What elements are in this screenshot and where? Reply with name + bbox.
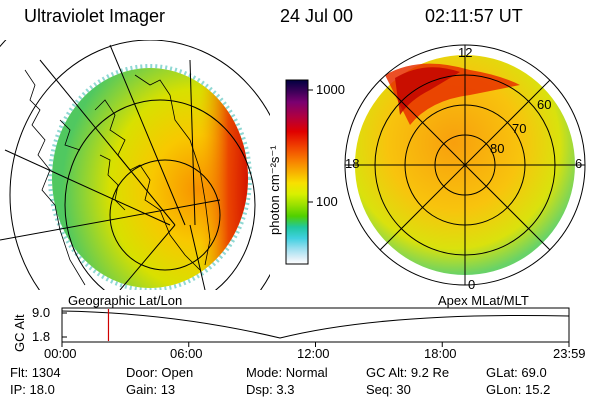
colorbar-label-100: 100 <box>316 194 338 209</box>
dayside-aurora-core <box>395 67 460 115</box>
mlt-label-12: 12 <box>458 45 473 60</box>
observation-time: 02:11:57 UT <box>425 6 523 26</box>
altitude-plot-frame <box>61 307 570 343</box>
info-ip: IP: 18.0 <box>10 382 55 397</box>
left-panel-caption: Geographic Lat/Lon <box>68 293 183 308</box>
lat-lon-grid <box>0 40 270 290</box>
info-seq: Seq: 30 <box>366 382 411 397</box>
colorbar-units: photon cm⁻²s⁻¹ <box>267 145 282 235</box>
info-glon: GLon: 15.2 <box>486 382 551 397</box>
coastlines <box>24 69 211 286</box>
xtick-2359: 23:59 <box>553 346 586 361</box>
right-panel-caption: Apex MLat/MLT <box>438 293 529 308</box>
info-dsp: Dsp: 3.3 <box>246 382 295 397</box>
altitude-ytick-1-8: 1.8 <box>32 329 51 344</box>
xtick-0600: 06:00 <box>170 346 203 361</box>
mlt-label-18: 18 <box>345 156 360 171</box>
info-gain: Gain: 13 <box>126 382 176 397</box>
altitude-plot <box>61 307 570 347</box>
mlat-label-70: 70 <box>512 121 527 136</box>
info-flt: Flt: 1304 <box>10 365 61 380</box>
altitude-ylabel: GC Alt <box>12 314 27 352</box>
colorbar-label-1000: 1000 <box>316 82 345 97</box>
info-door: Door: Open <box>126 365 194 380</box>
colorbar <box>285 79 313 265</box>
xtick-0000: 00:00 <box>44 346 77 361</box>
xtick-1200: 12:00 <box>297 346 330 361</box>
altitude-plot-yticks <box>62 312 67 338</box>
altitude-ytick-9: 9.0 <box>32 305 51 320</box>
info-glat: GLat: 69.0 <box>486 365 547 380</box>
mlat-label-80: 80 <box>490 141 505 156</box>
mlt-label-0: 0 <box>468 277 476 292</box>
mlat-label-60: 60 <box>537 97 552 112</box>
mlt-label-6: 6 <box>575 156 583 171</box>
altitude-curve <box>61 310 570 339</box>
geographic-image <box>0 40 270 290</box>
info-gc-alt: GC Alt: 9.2 Re <box>366 365 450 380</box>
altitude-plot-xticks <box>61 342 570 347</box>
observation-date: 24 Jul 00 <box>280 6 354 26</box>
colorbar-scale <box>285 79 309 265</box>
xtick-1800: 18:00 <box>424 346 457 361</box>
info-mode: Mode: Normal <box>246 365 328 380</box>
instrument-title: Ultraviolet Imager <box>24 6 166 26</box>
disk-edge-speckle <box>48 64 252 290</box>
mlt-spokes <box>345 45 585 285</box>
polar-image <box>344 44 586 286</box>
